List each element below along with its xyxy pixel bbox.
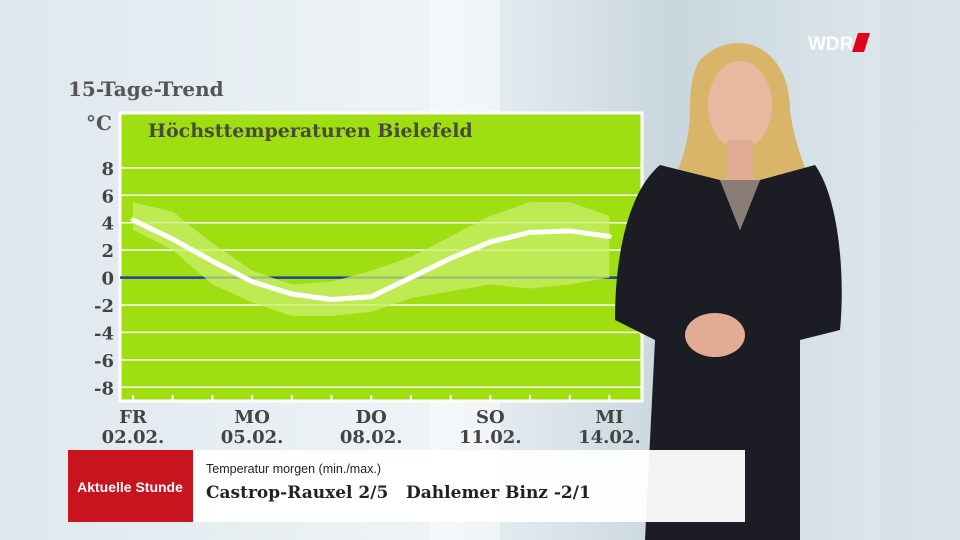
y-tick-label: 2 (101, 241, 114, 262)
x-weekday-label: MI (595, 407, 623, 428)
x-tick-label: 14.02. (578, 427, 641, 448)
x-weekday-label: FR (119, 407, 148, 428)
x-weekday-label: DO (356, 407, 387, 428)
y-tick-label: -4 (94, 323, 114, 344)
chart-title: Höchsttemperaturen Bielefeld (148, 120, 473, 142)
program-logo (68, 450, 193, 522)
broadcaster: WDR (808, 34, 854, 55)
y-tick-label: -8 (94, 378, 114, 399)
chart: Höchsttemperaturen Bielefeld 8 6 4 2 0 -2 -4 -6 -… (94, 111, 644, 448)
wdr-logo: WDR (808, 33, 870, 55)
caption: Temperatur morgen (min./max.) (206, 462, 381, 476)
y-tick-label: -6 (94, 351, 114, 372)
header: 15-Tage-Trend (68, 77, 224, 101)
x-weekday-label: MO (234, 407, 270, 428)
x-weekday-label: SO (476, 407, 505, 428)
ticker: Castrop-Rauxel 2/5 Dahlemer Binz -2/1 (206, 483, 591, 503)
studio-panel (880, 0, 960, 540)
presenter (615, 42, 842, 540)
x-tick-label: 11.02. (459, 427, 522, 448)
x-tick-label: 08.02. (340, 427, 403, 448)
x-tick-label: 05.02. (221, 427, 284, 448)
y-tick-label: 6 (101, 186, 114, 207)
x-tick-label: 02.02. (102, 427, 165, 448)
temperature-line (130, 217, 612, 303)
y-tick-label: 8 (101, 159, 114, 180)
y-tick-label: 0 (101, 269, 114, 290)
y-tick-label: 4 (101, 214, 114, 235)
program-name: Aktuelle Stunde (77, 479, 183, 495)
range-band (133, 202, 610, 316)
lower-third (193, 450, 745, 522)
y-axis-label: °C (86, 111, 112, 135)
y-tick-label: -2 (94, 296, 114, 317)
